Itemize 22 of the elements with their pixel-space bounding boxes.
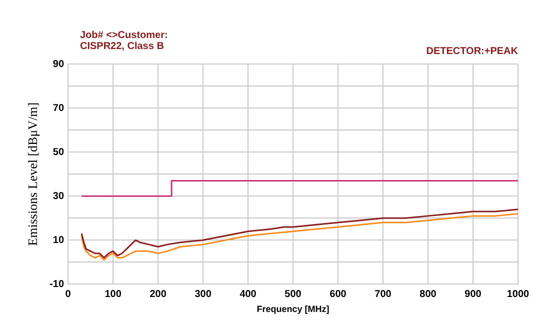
text: DETECTOR:+PEAK xyxy=(426,46,518,57)
y-tick-label: -10 xyxy=(50,278,64,290)
chart-title: Job# <>Customer: xyxy=(80,30,168,41)
y-tick-label: 50 xyxy=(52,146,64,158)
x-tick-label: 500 xyxy=(284,288,302,300)
y-tick-label: 30 xyxy=(52,190,64,202)
x-tick-label: 0 xyxy=(65,288,72,300)
y-axis-title: Emissions Level [dBμV/m] xyxy=(25,102,40,246)
x-tick-label: 600 xyxy=(330,288,347,300)
x-axis-title: Frequency [MHz] xyxy=(256,304,330,314)
x-tick-label: 1000 xyxy=(506,288,530,300)
x-tick-label: 100 xyxy=(104,288,122,300)
x-tick-label: 900 xyxy=(464,288,482,300)
y-tick-label: 90 xyxy=(52,58,64,70)
y-tick-label: 70 xyxy=(52,102,64,114)
x-tick-label: 200 xyxy=(150,288,167,300)
x-tick-label: 800 xyxy=(420,288,437,300)
x-tick-label: 700 xyxy=(374,288,392,300)
x-tick-label: 400 xyxy=(240,288,257,300)
chart-subtitle: CISPR22, Class B xyxy=(80,41,164,52)
y-tick-label: 10 xyxy=(52,234,64,246)
x-tick-label: 300 xyxy=(194,288,212,300)
